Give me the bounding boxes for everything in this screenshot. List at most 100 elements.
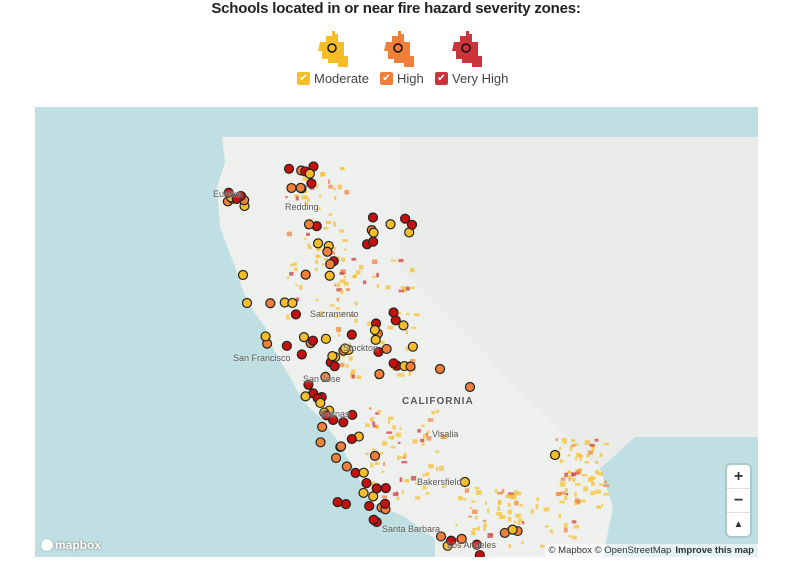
osm-link[interactable]: © OpenStreetMap xyxy=(594,545,672,556)
school-marker[interactable] xyxy=(368,236,379,247)
fire-zone-patch xyxy=(427,430,430,434)
school-marker[interactable] xyxy=(346,329,357,340)
school-marker[interactable] xyxy=(286,182,297,194)
school-marker[interactable] xyxy=(327,351,338,362)
zoom-in-button[interactable]: + xyxy=(727,465,750,489)
school-marker[interactable] xyxy=(379,498,391,509)
school-marker[interactable] xyxy=(385,219,396,230)
school-marker[interactable] xyxy=(406,219,418,230)
school-marker[interactable] xyxy=(283,163,295,174)
school-marker[interactable] xyxy=(223,187,234,198)
school-marker[interactable] xyxy=(335,441,347,452)
school-marker[interactable] xyxy=(303,219,315,230)
fire-zone-patch xyxy=(359,264,364,270)
school-marker[interactable] xyxy=(241,297,253,309)
school-marker[interactable] xyxy=(368,227,379,238)
school-marker[interactable] xyxy=(346,433,357,445)
school-marker[interactable] xyxy=(361,478,372,489)
school-marker[interactable] xyxy=(549,449,561,461)
school-marker[interactable] xyxy=(296,349,307,360)
school-marker[interactable] xyxy=(369,450,381,461)
school-marker[interactable] xyxy=(456,533,467,544)
school-marker[interactable] xyxy=(341,461,352,472)
school-marker[interactable] xyxy=(237,269,249,281)
nevada-landmass xyxy=(400,137,758,469)
school-marker[interactable] xyxy=(320,333,332,344)
school-marker[interactable] xyxy=(381,343,392,355)
school-marker[interactable] xyxy=(290,309,302,320)
school-marker[interactable] xyxy=(388,358,399,369)
fire-zone-patch xyxy=(398,289,405,293)
school-marker[interactable] xyxy=(317,421,328,432)
school-marker[interactable] xyxy=(307,335,319,346)
mapbox-link[interactable]: © Mapbox xyxy=(548,545,592,556)
improve-map-link[interactable]: Improve this map xyxy=(675,545,754,556)
school-marker[interactable] xyxy=(315,397,326,409)
fire-zone-patch xyxy=(314,267,318,272)
school-marker[interactable] xyxy=(312,238,324,249)
zoom-out-button[interactable]: − xyxy=(727,489,750,513)
school-marker[interactable] xyxy=(338,417,349,428)
school-marker[interactable] xyxy=(332,496,343,508)
fire-zone-patch xyxy=(341,270,344,273)
fire-zone-patch xyxy=(397,312,401,315)
school-marker[interactable] xyxy=(434,363,446,375)
map[interactable]: Eureka Redding Sacramento Stockton San F… xyxy=(35,107,758,557)
school-marker[interactable] xyxy=(303,379,314,390)
school-marker[interactable] xyxy=(287,297,298,309)
school-marker[interactable] xyxy=(371,483,382,494)
school-marker[interactable] xyxy=(325,259,336,270)
school-marker[interactable] xyxy=(358,467,369,478)
school-marker[interactable] xyxy=(374,368,385,380)
school-marker[interactable] xyxy=(306,178,317,189)
school-marker[interactable] xyxy=(370,334,381,346)
school-marker[interactable] xyxy=(459,476,471,488)
school-marker[interactable] xyxy=(364,500,375,512)
school-marker[interactable] xyxy=(405,361,416,372)
school-marker[interactable] xyxy=(340,343,351,354)
school-marker[interactable] xyxy=(347,409,358,421)
school-marker[interactable] xyxy=(367,212,379,223)
school-marker[interactable] xyxy=(380,483,391,494)
school-marker[interactable] xyxy=(329,361,340,372)
school-marker[interactable] xyxy=(400,213,411,224)
school-marker[interactable] xyxy=(340,499,352,510)
school-marker[interactable] xyxy=(445,535,457,546)
school-marker[interactable] xyxy=(304,168,315,179)
school-marker[interactable] xyxy=(322,246,333,257)
school-marker[interactable] xyxy=(358,487,369,499)
school-marker[interactable] xyxy=(295,182,306,193)
compass-button[interactable]: ▲ xyxy=(733,519,744,530)
map-canvas[interactable] xyxy=(35,107,758,557)
very-high-checkbox[interactable]: ✔ Very High xyxy=(435,71,508,86)
fire-zone-patch xyxy=(339,279,346,283)
school-marker[interactable] xyxy=(260,331,271,342)
school-marker[interactable] xyxy=(435,531,447,542)
school-marker[interactable] xyxy=(324,270,335,281)
school-marker[interactable] xyxy=(464,381,476,393)
fire-zone-patch xyxy=(351,257,357,261)
school-marker[interactable] xyxy=(398,320,409,331)
school-marker[interactable] xyxy=(300,391,311,402)
mapbox-logo[interactable]: mapbox xyxy=(41,538,101,552)
moderate-checkbox[interactable]: ✔ Moderate xyxy=(297,71,369,86)
school-marker[interactable] xyxy=(471,539,482,550)
school-marker[interactable] xyxy=(407,341,418,352)
fire-zone-patch xyxy=(289,271,294,276)
school-marker[interactable] xyxy=(315,437,326,448)
school-marker[interactable] xyxy=(474,549,485,557)
school-marker[interactable] xyxy=(300,269,311,280)
school-marker[interactable] xyxy=(368,514,379,525)
school-marker[interactable] xyxy=(388,307,399,318)
fire-zone-patch xyxy=(372,448,375,451)
school-marker[interactable] xyxy=(328,414,339,426)
school-marker[interactable] xyxy=(320,371,331,382)
school-marker[interactable] xyxy=(298,332,310,343)
school-marker[interactable] xyxy=(330,452,342,464)
school-marker[interactable] xyxy=(281,340,292,351)
high-checkbox[interactable]: ✔ High xyxy=(380,71,424,86)
school-marker[interactable] xyxy=(369,324,381,336)
school-marker[interactable] xyxy=(265,298,276,309)
school-marker[interactable] xyxy=(507,524,518,535)
school-marker[interactable] xyxy=(231,193,242,205)
